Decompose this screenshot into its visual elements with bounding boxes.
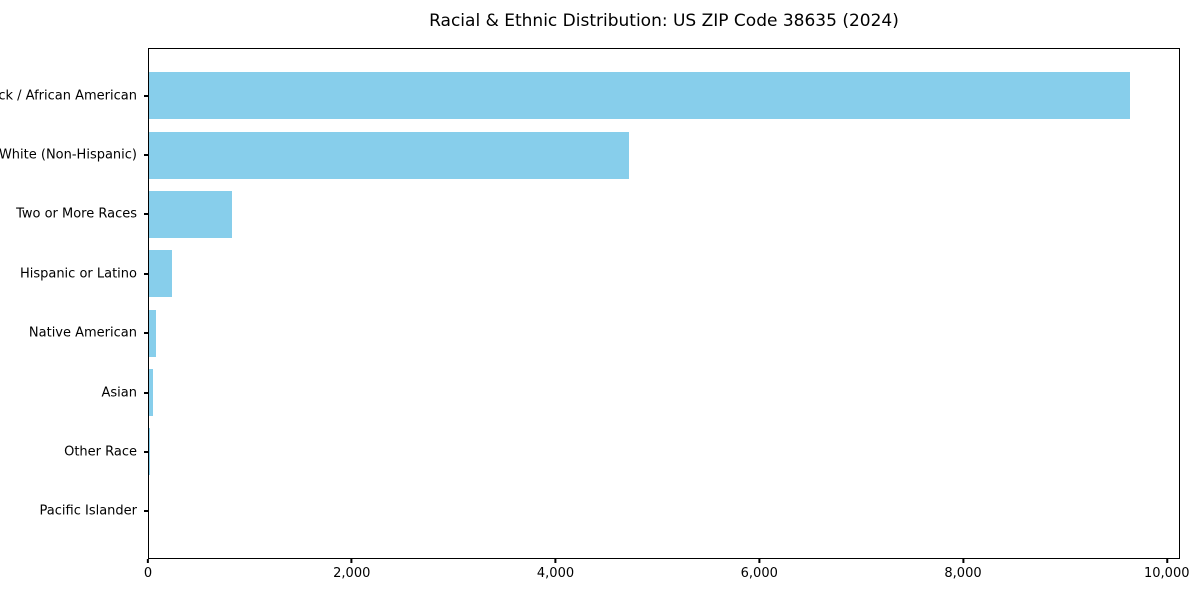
y-tick-mark (144, 213, 148, 216)
bar (149, 309, 156, 357)
x-tick: 10,000 (1144, 559, 1190, 581)
bar-row: Other Race (64, 422, 1179, 481)
category-label: Other Race (64, 444, 137, 460)
y-tick-mark (144, 391, 148, 394)
x-tick-label: 10,000 (1144, 566, 1190, 581)
y-tick-mark (144, 272, 148, 275)
x-tick-mark (554, 559, 557, 563)
x-tick: 0 (144, 559, 152, 581)
bar-row: Asian (102, 363, 1179, 422)
x-tick: 4,000 (537, 559, 574, 581)
x-tick-mark (962, 559, 964, 563)
x-axis-ticks: 0 2,000 4,000 6,000 8,000 10,000 (144, 559, 1190, 591)
x-tick-label: 6,000 (740, 566, 778, 581)
y-tick-mark (144, 154, 148, 157)
bar-row: Pacific Islander (40, 482, 1179, 541)
category-label: Two or More Races (16, 206, 137, 222)
x-tick-label: 0 (143, 566, 153, 581)
y-tick-mark (144, 510, 148, 513)
plot-area: Black / African American White (Non-Hispa… (0, 48, 1180, 559)
x-tick: 2,000 (333, 559, 370, 581)
category-label: Pacific Islander (39, 503, 137, 519)
category-label: Black / African American (0, 88, 137, 104)
category-label: Native American (28, 325, 137, 341)
bar-row: White (Non-Hispanic) (0, 125, 1179, 184)
chart-title: Racial & Ethnic Distribution: US ZIP Cod… (429, 11, 899, 31)
x-tick-label: 4,000 (536, 566, 575, 581)
x-tick-label: 8,000 (944, 566, 982, 581)
x-tick-mark (758, 559, 761, 563)
bar (149, 250, 172, 298)
x-tick: 8,000 (944, 559, 982, 581)
bar (149, 428, 151, 476)
bar-row: Black / African American (0, 66, 1179, 125)
x-tick-mark (147, 559, 149, 563)
bar (149, 131, 629, 179)
category-label: Hispanic or Latino (19, 266, 137, 282)
bar (149, 369, 153, 417)
category-label: White (Non-Hispanic) (0, 147, 137, 163)
bar-rows: Black / African American White (Non-Hispa… (0, 49, 1179, 558)
x-tick: 6,000 (741, 559, 778, 581)
category-label: Asian (101, 385, 137, 401)
bar (149, 72, 1130, 120)
y-tick-mark (144, 332, 148, 335)
bar-row: Hispanic or Latino (20, 244, 1179, 303)
y-tick-mark (144, 450, 148, 453)
x-tick-label: 2,000 (333, 566, 371, 581)
x-tick-mark (350, 559, 353, 563)
x-tick-mark (1165, 559, 1168, 563)
y-tick-mark (144, 94, 148, 97)
bar (149, 190, 232, 238)
bar-row: Native American (29, 304, 1179, 363)
bar-row: Two or More Races (16, 185, 1179, 244)
